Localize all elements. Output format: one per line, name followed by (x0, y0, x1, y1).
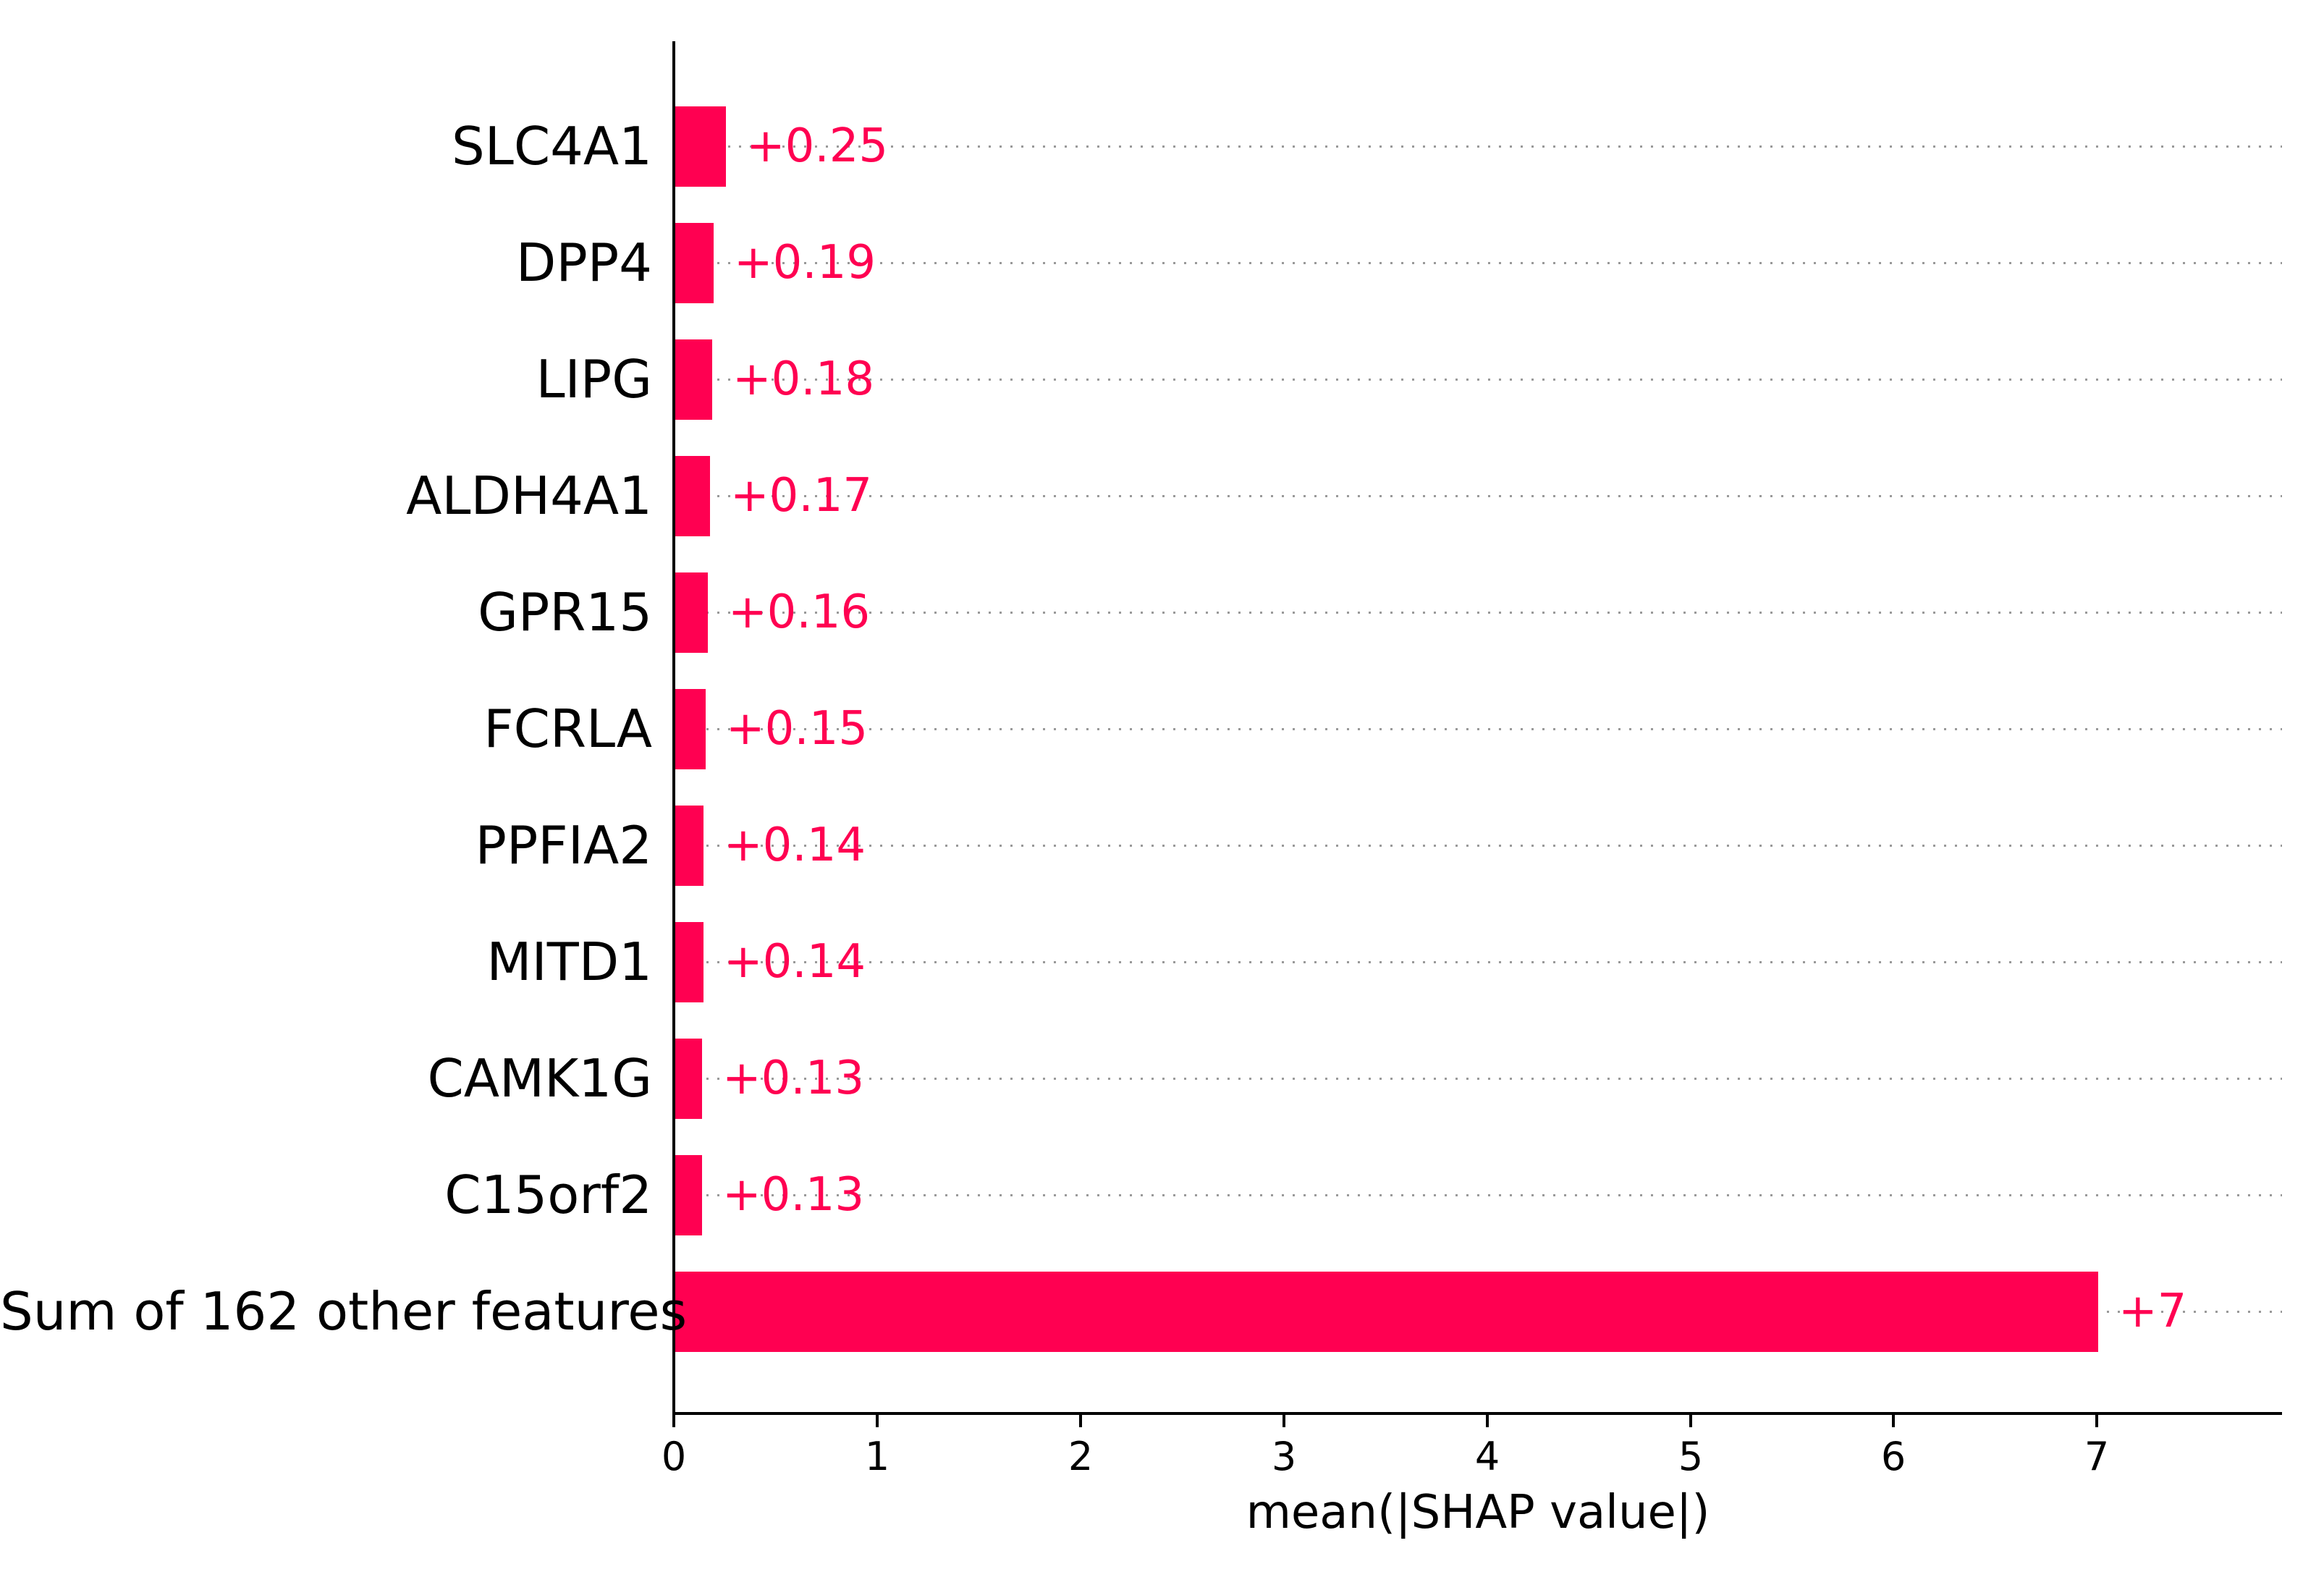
x-tick-label: 6 (1880, 1434, 1906, 1479)
bar-MITD1 (675, 921, 703, 1002)
category-label: ALDH4A1 (406, 465, 652, 526)
bar-DPP4 (675, 222, 714, 303)
gridline (674, 262, 2282, 264)
value-label: +0.17 (730, 469, 873, 523)
value-label: +0.13 (722, 1168, 865, 1222)
gridline (674, 961, 2282, 963)
x-tick-mark (1079, 1415, 1082, 1427)
gridline (674, 379, 2282, 381)
gridline (674, 495, 2282, 497)
value-label: +0.16 (728, 586, 871, 639)
value-label: +0.19 (734, 236, 876, 289)
value-label: +0.15 (726, 702, 869, 756)
x-tick-label: 3 (1271, 1434, 1297, 1479)
bar-PPFIA2 (675, 805, 703, 886)
bar-CAMK1G (675, 1038, 702, 1119)
category-label: MITD1 (486, 931, 652, 992)
gridline (674, 612, 2282, 614)
gridline (674, 1194, 2282, 1196)
value-label: +0.25 (746, 119, 889, 173)
x-tick-label: 7 (2084, 1434, 2110, 1479)
x-tick-mark (1283, 1415, 1285, 1427)
category-label: DPP4 (515, 232, 652, 293)
x-tick-mark (672, 1415, 675, 1427)
gridline (674, 845, 2282, 847)
x-tick-mark (2095, 1415, 2098, 1427)
category-label: LIPG (536, 349, 652, 410)
x-axis-line (672, 1412, 2282, 1415)
x-tick-mark (876, 1415, 879, 1427)
category-label: GPR15 (478, 582, 652, 643)
x-tick-mark (1486, 1415, 1489, 1427)
bar-SLC4A1 (675, 106, 726, 187)
gridline (674, 728, 2282, 730)
x-tick-label: 1 (864, 1434, 890, 1479)
value-label: +0.13 (722, 1052, 865, 1105)
category-label: C15orf2 (444, 1165, 652, 1225)
category-label: FCRLA (483, 698, 652, 759)
value-label: +7 (2118, 1285, 2187, 1338)
value-label: +0.18 (732, 352, 875, 406)
category-label: SLC4A1 (452, 116, 652, 177)
bar-LIPG (675, 339, 712, 420)
category-label: CAMK1G (427, 1048, 652, 1109)
x-tick-label: 0 (661, 1434, 687, 1479)
x-tick-label: 4 (1474, 1434, 1500, 1479)
value-label: +0.14 (724, 819, 866, 872)
bar-ALDH4A1 (675, 455, 710, 536)
bar-GPR15 (675, 572, 708, 653)
category-label: PPFIA2 (475, 815, 652, 876)
gridline (674, 145, 2282, 148)
x-tick-label: 5 (1678, 1434, 1704, 1479)
x-tick-mark (1689, 1415, 1692, 1427)
bar-FCRLA (675, 688, 706, 769)
value-label: +0.14 (724, 935, 866, 989)
bar-Sum of 162 other features (675, 1271, 2098, 1352)
gridline (674, 1078, 2282, 1080)
category-label: Sum of 162 other features (0, 1281, 688, 1342)
plot-area: +0.25 +0.19 +0.18 +0.17 +0.16 +0.15 +0.14 +0.14… (674, 41, 2282, 1413)
bar-C15orf2 (675, 1154, 702, 1235)
x-axis-label: mean(|SHAP value|) (1246, 1486, 1710, 1539)
y-axis-line (672, 41, 675, 1416)
x-tick-mark (1892, 1415, 1895, 1427)
x-tick-label: 2 (1068, 1434, 1094, 1479)
